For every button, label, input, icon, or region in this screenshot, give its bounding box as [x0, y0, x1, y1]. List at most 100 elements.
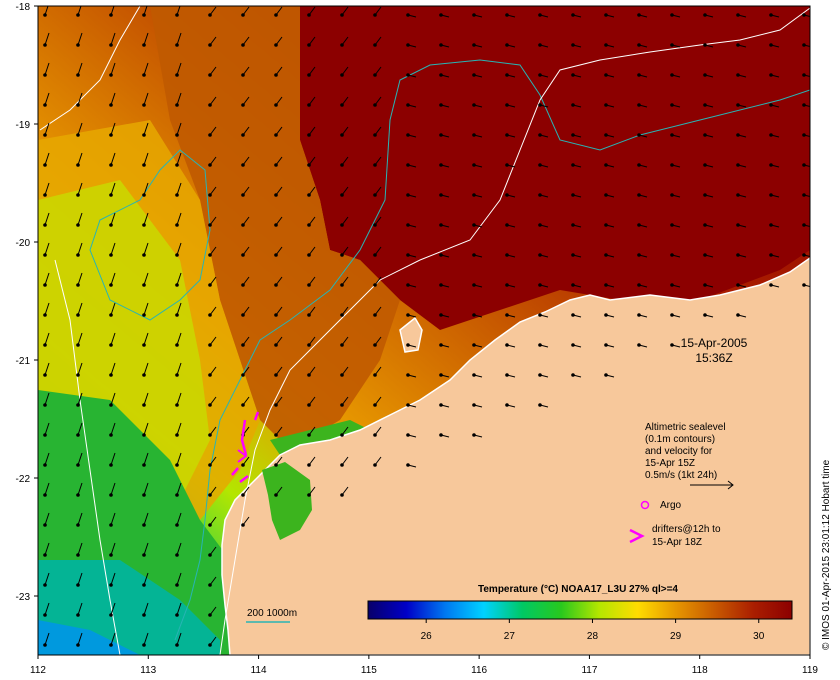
velocity-vector-origin: [802, 103, 806, 107]
velocity-vector-origin: [703, 313, 707, 317]
velocity-vector-origin: [109, 373, 113, 377]
velocity-vector: [77, 122, 83, 136]
velocity-vector-origin: [670, 313, 674, 317]
velocity-vector-origin: [208, 43, 212, 47]
velocity-vector-origin: [538, 73, 542, 77]
velocity-vector-origin: [142, 343, 146, 347]
velocity-vector-origin: [538, 43, 542, 47]
velocity-vector-origin: [406, 223, 410, 227]
velocity-vector-origin: [703, 163, 707, 167]
velocity-vector-origin: [241, 43, 245, 47]
velocity-vector: [44, 62, 50, 76]
velocity-vector-origin: [76, 493, 80, 497]
velocity-vector: [44, 32, 50, 46]
velocity-vector-origin: [142, 403, 146, 407]
velocity-vector: [143, 362, 149, 376]
y-tick-label: -20: [16, 238, 31, 249]
velocity-vector-origin: [505, 223, 509, 227]
velocity-vector-origin: [406, 193, 410, 197]
velocity-vector: [143, 332, 149, 346]
velocity-vector-origin: [142, 193, 146, 197]
velocity-vector-origin: [340, 13, 344, 17]
sst-zone-mid-warm: [150, 6, 400, 450]
velocity-vector-origin: [505, 373, 509, 377]
velocity-vector-origin: [142, 493, 146, 497]
velocity-vector: [176, 122, 182, 136]
velocity-vector-origin: [241, 523, 245, 527]
velocity-vector-origin: [571, 73, 575, 77]
velocity-vector-origin: [604, 163, 608, 167]
velocity-vector-origin: [670, 193, 674, 197]
velocity-vector-origin: [802, 223, 806, 227]
velocity-vector-origin: [538, 223, 542, 227]
velocity-vector-origin: [538, 403, 542, 407]
velocity-vector-origin: [175, 13, 179, 17]
velocity-vector-origin: [439, 193, 443, 197]
drifters-label-line1: drifters@12h to: [652, 524, 721, 535]
velocity-vector-origin: [373, 373, 377, 377]
velocity-vector-origin: [340, 193, 344, 197]
velocity-vector-origin: [241, 133, 245, 137]
velocity-vector: [143, 572, 149, 586]
velocity-vector-origin: [175, 163, 179, 167]
velocity-vector: [110, 632, 116, 646]
velocity-vector-origin: [472, 403, 476, 407]
velocity-vector-origin: [736, 253, 740, 257]
velocity-vector-origin: [736, 73, 740, 77]
velocity-vector: [110, 422, 116, 436]
velocity-vector: [44, 422, 50, 436]
velocity-vector-origin: [340, 373, 344, 377]
velocity-vector-origin: [142, 433, 146, 437]
colorbar-tick-label: 28: [587, 631, 599, 642]
velocity-vector-origin: [637, 223, 641, 227]
velocity-vector-origin: [307, 313, 311, 317]
velocity-vector-origin: [472, 133, 476, 137]
velocity-vector-origin: [802, 163, 806, 167]
velocity-vector-origin: [208, 463, 212, 467]
velocity-vector: [143, 602, 149, 616]
velocity-vector-origin: [802, 13, 806, 17]
colorbar-tick-label: 27: [504, 631, 516, 642]
velocity-vector: [44, 182, 50, 196]
velocity-vector-origin: [175, 643, 179, 647]
velocity-vector: [77, 32, 83, 46]
velocity-vector-origin: [538, 193, 542, 197]
velocity-vector: [77, 512, 83, 526]
velocity-vector-origin: [274, 493, 278, 497]
y-tick-label: -22: [16, 474, 31, 485]
velocity-vector-origin: [142, 583, 146, 587]
velocity-vector: [110, 602, 116, 616]
velocity-vector-origin: [142, 463, 146, 467]
velocity-vector-origin: [340, 463, 344, 467]
velocity-vector-origin: [406, 103, 410, 107]
velocity-vector-origin: [208, 313, 212, 317]
velocity-vector-origin: [802, 193, 806, 197]
x-tick-label: 117: [581, 665, 597, 676]
velocity-vector-origin: [307, 403, 311, 407]
velocity-vector-origin: [175, 553, 179, 557]
velocity-vector-origin: [769, 73, 773, 77]
velocity-vector-origin: [571, 253, 575, 257]
velocity-vector-origin: [406, 313, 410, 317]
info-line: Altimetric sealevel: [645, 422, 726, 433]
velocity-vector-origin: [307, 433, 311, 437]
velocity-vector-origin: [439, 253, 443, 257]
velocity-vector: [77, 332, 83, 346]
velocity-vector: [77, 272, 83, 286]
velocity-vector-origin: [109, 433, 113, 437]
velocity-vector-origin: [76, 553, 80, 557]
velocity-vector-origin: [538, 163, 542, 167]
info-line: 15-Apr 15Z: [645, 458, 695, 469]
velocity-vector: [176, 302, 182, 316]
velocity-vector-origin: [637, 283, 641, 287]
velocity-vector: [44, 122, 50, 136]
velocity-vector-origin: [703, 253, 707, 257]
velocity-vector-origin: [439, 283, 443, 287]
velocity-vector-origin: [538, 283, 542, 287]
isobath-1000: [219, 7, 810, 655]
velocity-vector: [143, 212, 149, 226]
velocity-vector: [110, 542, 116, 556]
velocity-vector-origin: [703, 103, 707, 107]
barrow-island: [399, 316, 423, 353]
